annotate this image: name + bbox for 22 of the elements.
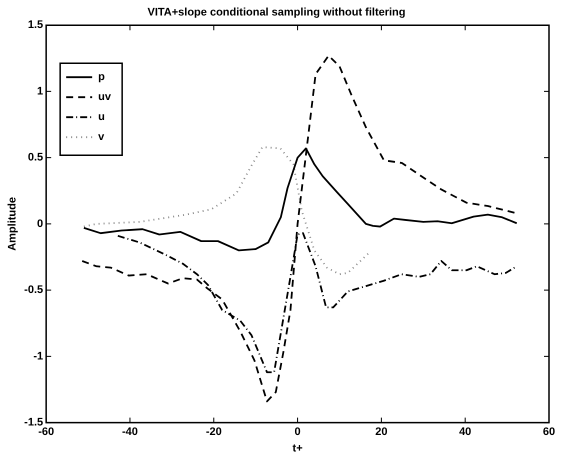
x-tick-label: -20 — [206, 426, 222, 438]
x-tick-label: 0 — [294, 426, 301, 438]
legend-label: p — [98, 71, 106, 84]
x-tick-label: 60 — [542, 426, 556, 438]
x-tick-label: -60 — [38, 426, 54, 438]
y-tick-label: -1 — [33, 350, 44, 362]
y-tick-label: -1.5 — [24, 416, 44, 429]
y-tick-label: 0.5 — [28, 152, 44, 164]
y-tick-label: 0 — [37, 218, 44, 230]
legend-label: uv — [98, 91, 112, 104]
legend-label: u — [98, 111, 105, 124]
legend-label: v — [98, 131, 106, 144]
line-series — [82, 146, 370, 276]
x-tick-label: 40 — [459, 426, 472, 438]
chart-title: VITA+slope conditional sampling without filtering — [148, 6, 406, 19]
y-tick-label: 1.5 — [28, 19, 44, 32]
x-axis-title: t+ — [292, 442, 303, 454]
y-tick-label: -0.5 — [24, 284, 44, 296]
y-tick-label: 1 — [37, 85, 44, 98]
x-tick-label: 20 — [375, 426, 388, 438]
y-axis-title: Amplitude — [6, 197, 19, 251]
x-tick-label: -40 — [122, 426, 138, 438]
